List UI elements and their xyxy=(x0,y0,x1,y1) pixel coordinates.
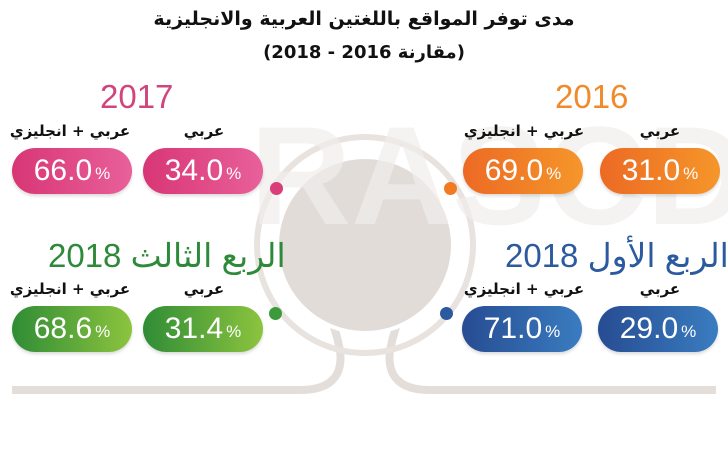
marker-dot-2016 xyxy=(444,182,457,195)
column-label-both: عربي + انجليزي xyxy=(9,122,131,140)
column-label-both: عربي + انجليزي xyxy=(9,280,131,298)
group-label-2017: 2017 xyxy=(100,78,174,115)
column-label-arabic: عربي xyxy=(639,280,681,298)
page-title: مدى توفر المواقع باللغتين العربية والانج… xyxy=(153,8,575,30)
value-pill-q1-2018-arabic: 29.0% xyxy=(598,306,718,352)
value-pill-q3-2018-both: 68.6% xyxy=(12,306,132,352)
marker-dot-q3-2018 xyxy=(269,307,282,320)
value-pill-q1-2018-both: 71.0% xyxy=(462,306,582,352)
column-label-arabic: عربي xyxy=(183,280,225,298)
center-circle xyxy=(275,155,455,335)
marker-dot-q1-2018 xyxy=(440,307,453,320)
column-label-both: عربي + انجليزي xyxy=(463,280,585,298)
value-pill-2017-arabic: 34.0% xyxy=(143,148,263,194)
group-label-2016: 2016 xyxy=(555,78,629,115)
value-pill-2017-both: 66.0% xyxy=(12,148,132,194)
column-label-both: عربي + انجليزي xyxy=(463,122,585,140)
value-pill-2016-arabic: 31.0% xyxy=(600,148,720,194)
group-label-q3-2018: الربع الثالث 2018 xyxy=(48,237,286,274)
value-pill-2016-both: 69.0% xyxy=(463,148,583,194)
column-label-arabic: عربي xyxy=(639,122,681,140)
outer-ring xyxy=(254,134,476,356)
page-subtitle: (مقارنة 2016 - 2018) xyxy=(263,42,465,63)
marker-dot-2017 xyxy=(270,182,283,195)
column-label-arabic: عربي xyxy=(183,122,225,140)
value-pill-q3-2018-arabic: 31.4% xyxy=(143,306,263,352)
group-label-q1-2018: الربع الأول 2018 xyxy=(505,237,728,274)
